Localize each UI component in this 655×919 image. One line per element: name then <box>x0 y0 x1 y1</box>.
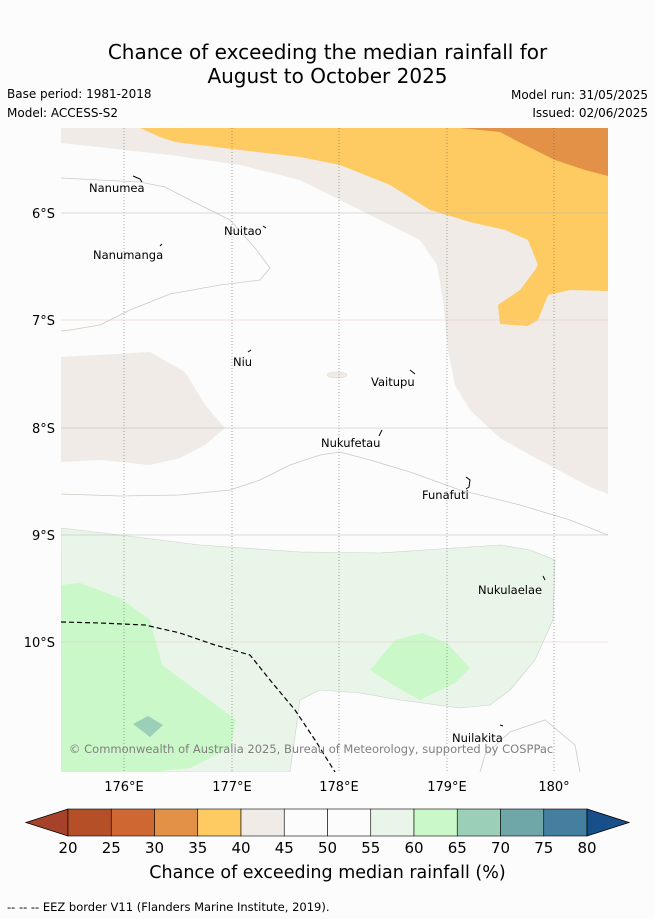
colorbar-tick-80: 80 <box>577 839 596 857</box>
eez-legend-footer: -- -- -- EEZ border V11 (Flanders Marine… <box>7 900 330 914</box>
lon-label-180: 180° <box>538 780 569 795</box>
island-marker-nanumea <box>132 175 143 183</box>
colorbar-tick-45: 45 <box>275 839 294 857</box>
title-line-2: August to October 2025 <box>207 64 448 88</box>
colorbar-bin-75-80 <box>543 808 588 837</box>
colorbar-tick-70: 70 <box>491 839 510 857</box>
contour-65-70 <box>133 716 163 737</box>
island-marker-vaitupu <box>409 369 416 375</box>
island-label-nuitao: Nuitao <box>224 224 262 238</box>
colorbar-bin-40-45 <box>240 808 285 837</box>
map-plot-area: Nanumea Nuitao Nanumanga Niu Vaitupu Nuk… <box>61 128 608 772</box>
island-label-nanumanga: Nanumanga <box>93 248 163 262</box>
island-label-vaitupu: Vaitupu <box>371 375 415 389</box>
island-marker-nukulaelae <box>542 575 546 581</box>
colorbar-bin-45-50 <box>283 808 328 837</box>
colorbar-title: Chance of exceeding median rainfall (%) <box>149 863 506 883</box>
eez-border <box>61 621 336 772</box>
colorbar-extend-low <box>24 808 69 837</box>
map-title: Chance of exceeding the median rainfall … <box>0 40 655 88</box>
island-label-nukufetau: Nukufetau <box>321 436 380 450</box>
colorbar-bin-35-40 <box>197 808 242 837</box>
colorbar-tick-60: 60 <box>404 839 423 857</box>
colorbar-tick-55: 55 <box>361 839 380 857</box>
colorbar-bin-65-70 <box>456 808 501 837</box>
colorbar-bin-30-35 <box>154 808 199 837</box>
lat-label-6s: 6°S <box>32 207 55 222</box>
lat-label-9s: 9°S <box>32 529 55 544</box>
lat-label-10s: 10°S <box>24 636 55 651</box>
colorbar-tick-75: 75 <box>534 839 553 857</box>
lat-label-7s: 7°S <box>32 314 55 329</box>
island-marker-nukufetau <box>378 429 383 437</box>
island-label-niu: Niu <box>233 355 252 369</box>
contour-30-35 <box>460 128 608 176</box>
lon-label-178e: 178°E <box>319 780 359 795</box>
colorbar-tick-65: 65 <box>448 839 467 857</box>
issued-date: Issued: 02/06/2025 <box>532 106 648 120</box>
model-name: Model: ACCESS-S2 <box>7 106 119 120</box>
colorbar-tick-25: 25 <box>102 839 121 857</box>
colorbar: 20 25 30 35 40 45 50 55 60 65 70 75 80 <box>24 808 631 857</box>
island-markers <box>132 175 546 727</box>
colorbar-tick-50: 50 <box>318 839 337 857</box>
colorbar-bin-25-30 <box>110 808 155 837</box>
base-period: Base period: 1981-2018 <box>7 87 152 101</box>
colorbar-bin-50-55 <box>327 808 372 837</box>
contour-40-45-left <box>61 352 225 465</box>
island-label-nukulaelae: Nukulaelae <box>478 583 542 597</box>
island-marker-niu <box>247 349 252 353</box>
colorbar-bin-55-60 <box>370 808 415 837</box>
island-label-funafuti: Funafuti <box>422 488 469 502</box>
title-line-1: Chance of exceeding the median rainfall … <box>107 40 548 64</box>
graticule <box>123 128 555 772</box>
island-marker-nuitao <box>262 225 267 229</box>
contour-35-40 <box>140 128 608 326</box>
island-label-nuilakita: Nuilakita <box>452 731 503 745</box>
island-marker-nuilakita <box>499 724 504 727</box>
colorbar-bin-60-65 <box>413 808 458 837</box>
lat-label-8s: 8°S <box>32 422 55 437</box>
model-run: Model run: 31/05/2025 <box>510 88 648 102</box>
colorbar-tick-30: 30 <box>145 839 164 857</box>
island-marker-nanumanga <box>159 243 163 247</box>
copyright-text: © Commonwealth of Australia 2025, Bureau… <box>69 742 553 756</box>
island-marker-funafuti <box>465 476 471 490</box>
colorbar-bin-20-25 <box>67 808 112 837</box>
colorbar-extend-high <box>586 808 631 837</box>
colorbar-tick-35: 35 <box>188 839 207 857</box>
colorbar-tick-40: 40 <box>231 839 250 857</box>
colorbar-tick-20: 20 <box>58 839 77 857</box>
contour-60-65-mid <box>370 633 470 700</box>
lon-label-176e: 176°E <box>104 780 144 795</box>
lon-label-179e: 179°E <box>427 780 467 795</box>
lon-label-177e: 177°E <box>212 780 252 795</box>
colorbar-bin-70-75 <box>500 808 545 837</box>
island-label-nanumea: Nanumea <box>89 181 145 195</box>
contour-60-65-left <box>61 583 236 772</box>
